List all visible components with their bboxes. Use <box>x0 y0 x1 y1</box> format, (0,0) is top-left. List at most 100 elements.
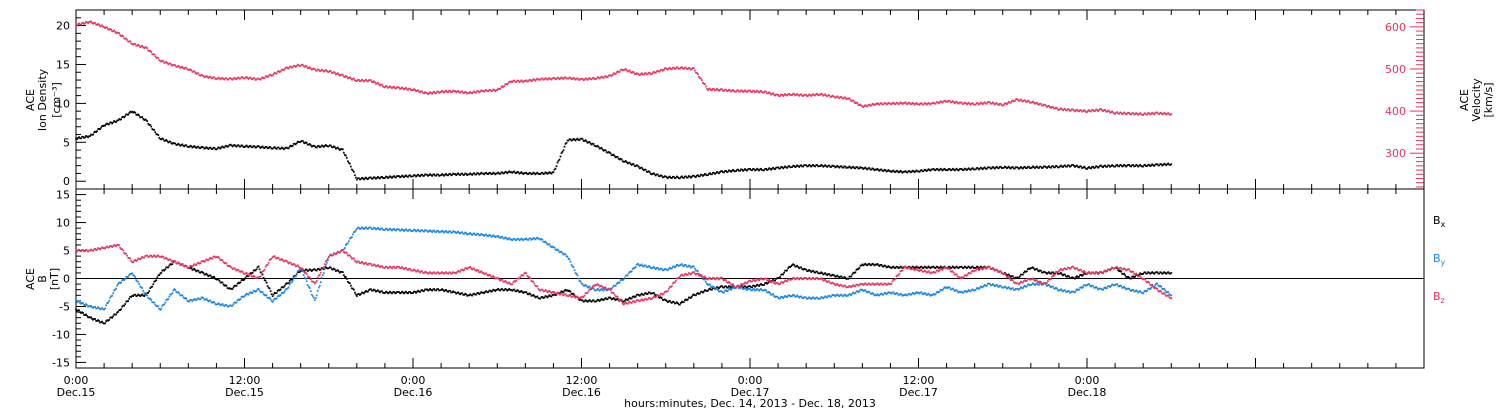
velocity-point <box>419 91 421 94</box>
by-point <box>679 263 682 266</box>
density-point <box>335 147 338 150</box>
velocity-point <box>274 72 277 75</box>
density-point <box>284 146 287 149</box>
velocity-point <box>593 78 596 80</box>
velocity-point <box>176 65 179 68</box>
density-point <box>1144 164 1147 166</box>
by-point <box>1130 290 1133 292</box>
density-point <box>687 176 689 179</box>
density-point <box>649 173 652 175</box>
density-point <box>444 173 446 176</box>
bz-point <box>351 257 353 260</box>
velocity-point <box>840 96 843 98</box>
by-point <box>215 303 218 306</box>
density-point <box>1075 165 1077 167</box>
bz-point <box>235 269 238 272</box>
density-point <box>631 163 634 165</box>
velocity-point <box>768 91 770 94</box>
density-point <box>359 178 361 181</box>
by-point <box>532 237 535 239</box>
by-point <box>711 286 713 289</box>
velocity-point <box>1075 109 1077 112</box>
velocity-point <box>88 21 90 23</box>
velocity-point <box>245 75 248 78</box>
density-point <box>823 165 826 167</box>
bx-point <box>1129 277 1132 280</box>
by-point <box>610 288 613 290</box>
bx-point <box>1158 272 1161 275</box>
density-point <box>623 160 626 163</box>
bx-point <box>438 289 440 292</box>
bx-point <box>349 282 351 285</box>
velocity-point <box>110 28 113 31</box>
bx-point <box>275 292 278 294</box>
density-point <box>538 173 541 175</box>
density-point <box>215 148 218 151</box>
bx-point <box>704 289 706 291</box>
bz-point <box>82 249 84 251</box>
by-point <box>583 284 586 287</box>
by-point <box>431 231 433 233</box>
by-point <box>531 238 534 240</box>
by-point <box>613 284 616 287</box>
bz-point <box>87 250 89 253</box>
density-point <box>419 175 421 178</box>
by-point <box>594 289 597 292</box>
bx-point <box>495 288 498 291</box>
by-point <box>518 239 521 242</box>
velocity-point <box>885 103 888 106</box>
by-point <box>960 290 963 293</box>
bx-point <box>677 303 680 306</box>
density-point <box>411 175 413 178</box>
bx-point <box>921 267 924 269</box>
by-point <box>828 294 831 297</box>
velocity-point <box>261 76 264 79</box>
velocity-point <box>275 72 278 75</box>
by-point <box>686 265 688 268</box>
density-point <box>753 168 755 170</box>
velocity-point <box>869 104 872 107</box>
by-point <box>1068 290 1070 293</box>
bx-point <box>676 302 679 305</box>
velocity-point <box>829 95 832 98</box>
bx-point <box>250 272 253 275</box>
by-point <box>710 285 712 288</box>
by-point <box>361 226 363 229</box>
velocity-point <box>772 92 774 95</box>
density-point <box>739 169 741 172</box>
by-point <box>1132 289 1135 291</box>
by-point <box>109 296 112 299</box>
density-point <box>247 146 250 149</box>
by-point <box>309 290 312 293</box>
density-point <box>761 169 763 171</box>
by-point <box>554 248 557 251</box>
velocity-point <box>699 77 701 80</box>
by-point <box>233 301 236 304</box>
density-point <box>559 155 562 158</box>
by-point <box>138 283 141 285</box>
density-point <box>416 174 418 177</box>
velocity-point <box>1137 113 1140 116</box>
by-point <box>578 280 581 282</box>
velocity-point <box>158 59 161 62</box>
velocity-point <box>329 70 332 72</box>
by-point <box>430 230 432 233</box>
bx-point <box>780 273 782 276</box>
by-point <box>1009 288 1012 291</box>
bx-point <box>927 265 930 268</box>
density-point <box>781 166 783 169</box>
density-point <box>868 167 871 169</box>
bz-point <box>141 256 144 258</box>
bx-point <box>869 264 872 267</box>
density-point <box>395 176 397 179</box>
velocity-point <box>496 89 499 91</box>
bx-point <box>259 271 262 274</box>
velocity-point <box>433 90 435 93</box>
velocity-point <box>594 78 597 80</box>
bx-point <box>832 274 835 277</box>
by-point <box>1071 290 1073 293</box>
bz-point <box>357 260 359 263</box>
bx-point <box>830 274 833 277</box>
bz-point <box>316 276 319 279</box>
velocity-point <box>1160 112 1163 114</box>
